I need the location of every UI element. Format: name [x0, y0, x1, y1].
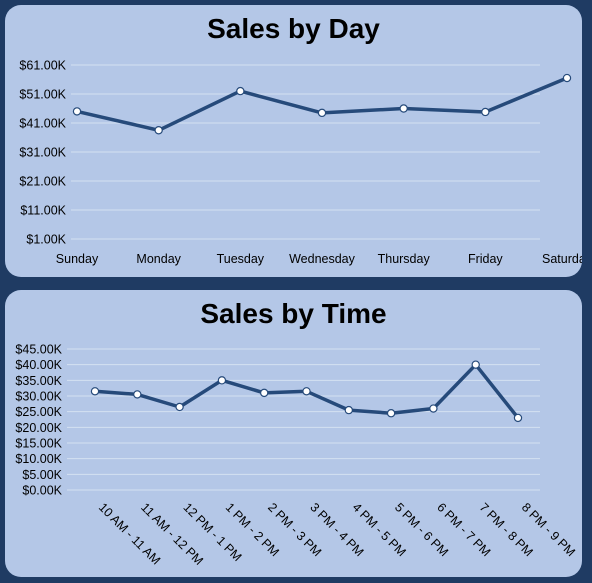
x-tick-label: Friday: [468, 252, 503, 266]
data-point: [175, 402, 184, 412]
x-tick-label: Wednesday: [289, 252, 356, 266]
data-point: [429, 404, 438, 413]
y-tick-label: $41.00K: [19, 117, 66, 131]
y-tick-label: $25.00K: [15, 405, 62, 419]
y-tick-label: $40.00K: [15, 358, 62, 372]
data-point: [344, 405, 353, 415]
y-tick-label: $45.00K: [15, 343, 62, 357]
data-point: [72, 107, 82, 116]
x-tick-label: Monday: [136, 252, 181, 266]
series-line: [75, 76, 569, 133]
data-point: [90, 387, 100, 396]
data-point: [217, 376, 227, 385]
y-tick-label: $61.00K: [19, 59, 66, 73]
y-tick-label: $35.00K: [15, 374, 62, 388]
y-tick-label: $0.00K: [22, 484, 62, 498]
x-tick-label: Sunday: [56, 252, 99, 266]
chart-title: Sales by Day: [207, 13, 380, 44]
data-point: [154, 126, 163, 135]
y-tick-label: $1.00K: [26, 233, 66, 247]
x-tick-label: Thursday: [378, 252, 431, 266]
y-tick-label: $20.00K: [15, 421, 62, 435]
data-point: [399, 104, 408, 113]
data-point: [236, 86, 245, 96]
sales-by-time-chart: Sales by Time $45.00K $40.00K $35.00K $30.0…: [5, 290, 582, 577]
data-point: [133, 390, 142, 399]
x-tick-label: Saturday: [542, 252, 582, 266]
sales-by-time-plot: $45.00K$40.00K $35.00K $30.00K$25.00K $20.0…: [15, 343, 577, 568]
y-tick-label: $31.00K: [19, 146, 66, 160]
data-point: [386, 409, 396, 418]
data-point: [562, 73, 572, 83]
data-point: [260, 388, 269, 398]
sales-by-day-chart: Sales by Day $61.00K $51.00K $41.00K $31.00…: [5, 5, 582, 277]
y-tick-label: $15.00K: [15, 437, 62, 451]
y-tick-label: $5.00K: [22, 468, 62, 482]
data-point: [302, 387, 311, 396]
data-point: [471, 360, 480, 369]
y-tick-label: $51.00K: [19, 88, 66, 102]
y-tick-label: $30.00K: [15, 390, 62, 404]
data-point: [481, 107, 490, 117]
chart-title: Sales by Time: [200, 298, 387, 329]
y-tick-label: $10.00K: [15, 452, 62, 466]
data-point: [317, 108, 327, 118]
x-tick-label: Tuesday: [217, 252, 265, 266]
y-tick-label: $21.00K: [19, 175, 66, 189]
sales-by-day-plot: $61.00K $51.00K $41.00K $31.00K $21.00K $11.0…: [19, 59, 582, 267]
data-point: [513, 413, 523, 423]
y-tick-label: $11.00K: [20, 204, 66, 218]
